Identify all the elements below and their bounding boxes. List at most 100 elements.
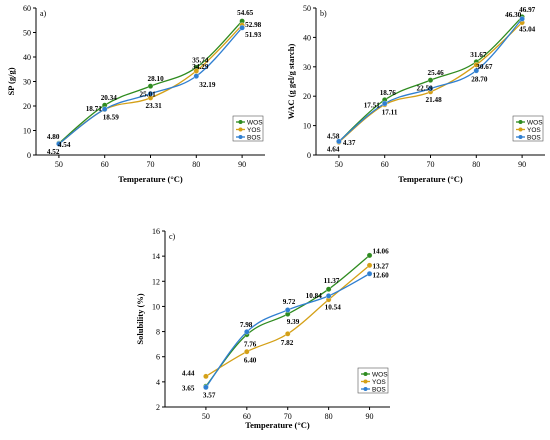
data-label: 21.48 bbox=[426, 96, 443, 104]
legend-label: BOS bbox=[527, 134, 541, 141]
legend-swatch-marker bbox=[363, 387, 368, 391]
data-point-yos bbox=[284, 331, 291, 337]
data-point-bos bbox=[244, 329, 250, 335]
data-label: 6.40 bbox=[244, 357, 257, 365]
legend-label: BOS bbox=[247, 134, 261, 141]
y-tick-label: 10 bbox=[303, 122, 311, 131]
legend-swatch-marker bbox=[238, 120, 243, 124]
y-tick-label: 6 bbox=[156, 353, 160, 362]
x-tick-label: 60 bbox=[381, 160, 389, 169]
legend-swatch-marker bbox=[363, 379, 368, 384]
data-label: 3.65 bbox=[182, 384, 195, 392]
data-point-wos bbox=[427, 77, 434, 83]
y-tick-label: 4 bbox=[156, 378, 160, 387]
data-label: 18.59 bbox=[103, 113, 120, 121]
y-tick-label: 8 bbox=[156, 328, 160, 337]
data-label: 9.39 bbox=[287, 318, 300, 326]
y-tick-label: 10 bbox=[152, 302, 160, 311]
data-label: 4.58 bbox=[327, 133, 340, 141]
x-tick-label: 60 bbox=[101, 160, 109, 169]
legend-label: WOS bbox=[247, 119, 263, 126]
x-axis-title: Temperature (°C) bbox=[245, 420, 310, 430]
data-label: 14.06 bbox=[373, 247, 390, 255]
data-label: 28.10 bbox=[148, 75, 165, 83]
chart-panel-c: 2 4 6 8 10 12 14 16 50 60 70 80 90 Temperature (°C) So… bbox=[135, 227, 390, 430]
y-tick-label: 10 bbox=[23, 127, 31, 136]
data-point-bos bbox=[101, 106, 108, 112]
data-label: 10.84 bbox=[306, 292, 323, 300]
x-tick-label: 70 bbox=[284, 412, 292, 421]
y-tick-label: 30 bbox=[303, 63, 311, 72]
data-label: 17.51 bbox=[364, 102, 381, 110]
data-point-wos bbox=[147, 83, 154, 89]
y-tick-label: 50 bbox=[303, 4, 311, 13]
chart-panel-b: 0 10 20 30 40 50 50 60 70 80 90 Temperature (°C) WAC… bbox=[286, 4, 545, 184]
legend-label: BOS bbox=[372, 386, 386, 393]
panel-label: b) bbox=[320, 9, 327, 18]
y-tick-label: 30 bbox=[23, 78, 31, 87]
data-label: 30.67 bbox=[476, 63, 493, 71]
data-label: 18.71 bbox=[86, 105, 103, 113]
data-point-bos bbox=[284, 307, 291, 313]
y-tick-label: 50 bbox=[23, 29, 31, 38]
y-tick-label: 0 bbox=[27, 151, 31, 160]
data-point-yos bbox=[473, 62, 480, 68]
legend-swatch-marker bbox=[238, 135, 243, 139]
data-label: 4.80 bbox=[47, 133, 60, 141]
series-line-bos bbox=[205, 273, 370, 388]
x-tick-label: 90 bbox=[518, 160, 526, 169]
legend-swatch-marker bbox=[518, 135, 523, 139]
x-tick-label: 50 bbox=[202, 412, 210, 421]
y-tick-label: 40 bbox=[303, 33, 311, 42]
data-label: 51.93 bbox=[245, 31, 262, 39]
data-point-yos bbox=[366, 262, 373, 269]
legend-label: YOS bbox=[372, 379, 386, 386]
legend-label: YOS bbox=[247, 127, 261, 134]
legend-swatch-marker bbox=[518, 120, 523, 124]
data-label: 54.65 bbox=[237, 9, 254, 17]
y-axis-title: Solubility (%) bbox=[135, 293, 145, 344]
data-label: 22.59 bbox=[417, 85, 434, 93]
data-point-yos bbox=[203, 373, 209, 380]
data-label: 20.34 bbox=[101, 94, 118, 102]
data-point-bos bbox=[147, 90, 154, 97]
data-label: 7.98 bbox=[240, 321, 253, 329]
panel-label: a) bbox=[40, 9, 47, 18]
data-point-bos bbox=[239, 25, 245, 31]
data-label: 52.98 bbox=[245, 21, 262, 29]
data-label: 17.11 bbox=[382, 109, 398, 117]
data-label: 46.30 bbox=[505, 11, 522, 19]
data-point-wos bbox=[325, 286, 332, 292]
data-point-bos bbox=[381, 100, 388, 107]
x-tick-label: 90 bbox=[366, 412, 374, 421]
x-tick-label: 50 bbox=[55, 160, 63, 169]
y-tick-label: 12 bbox=[152, 277, 160, 286]
y-tick-label: 20 bbox=[23, 102, 31, 111]
x-tick-label: 80 bbox=[192, 160, 200, 169]
y-tick-label: 16 bbox=[152, 227, 160, 236]
data-label: 4.44 bbox=[182, 369, 195, 377]
chart-panel-a: 0 10 20 30 40 50 60 50 60 70 80 90 Temperature (°C) S… bbox=[6, 4, 265, 184]
panel-label: c) bbox=[169, 232, 176, 241]
data-point-bos bbox=[427, 85, 434, 92]
x-tick-label: 80 bbox=[472, 160, 480, 169]
data-label: 10.54 bbox=[325, 304, 342, 312]
x-axis-title: Temperature (°C) bbox=[118, 174, 183, 184]
data-label: 35.74 bbox=[192, 56, 209, 64]
y-axis-title: WAC (g gel/g starch) bbox=[286, 44, 296, 120]
data-label: 23.31 bbox=[146, 102, 163, 110]
x-tick-label: 50 bbox=[335, 160, 343, 169]
data-label: 4.64 bbox=[327, 145, 340, 153]
x-tick-label: 70 bbox=[147, 160, 155, 169]
data-label: 4.52 bbox=[47, 148, 60, 156]
data-label: 12.60 bbox=[373, 272, 390, 280]
data-point-bos bbox=[325, 293, 332, 299]
y-tick-label: 0 bbox=[307, 151, 311, 160]
data-point-yos bbox=[244, 348, 250, 355]
legend-swatch-marker bbox=[363, 372, 368, 376]
data-label: 4.54 bbox=[58, 141, 71, 149]
